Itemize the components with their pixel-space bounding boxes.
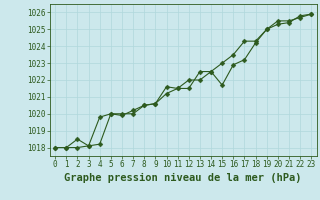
X-axis label: Graphe pression niveau de la mer (hPa): Graphe pression niveau de la mer (hPa) [64,173,302,183]
